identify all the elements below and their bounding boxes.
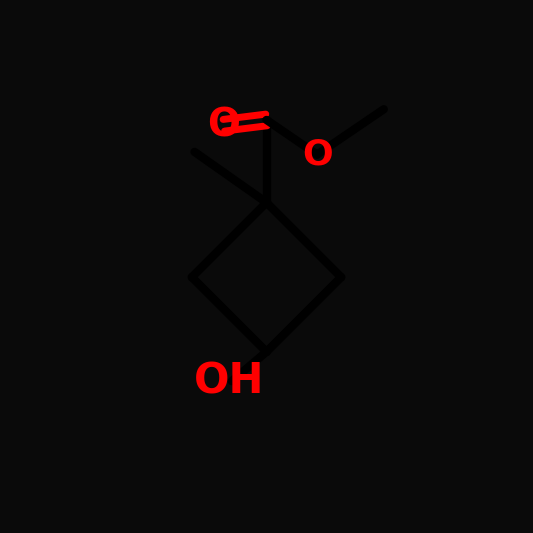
Text: O: O bbox=[207, 106, 240, 144]
Text: O: O bbox=[302, 138, 333, 172]
Text: OH: OH bbox=[194, 360, 264, 402]
